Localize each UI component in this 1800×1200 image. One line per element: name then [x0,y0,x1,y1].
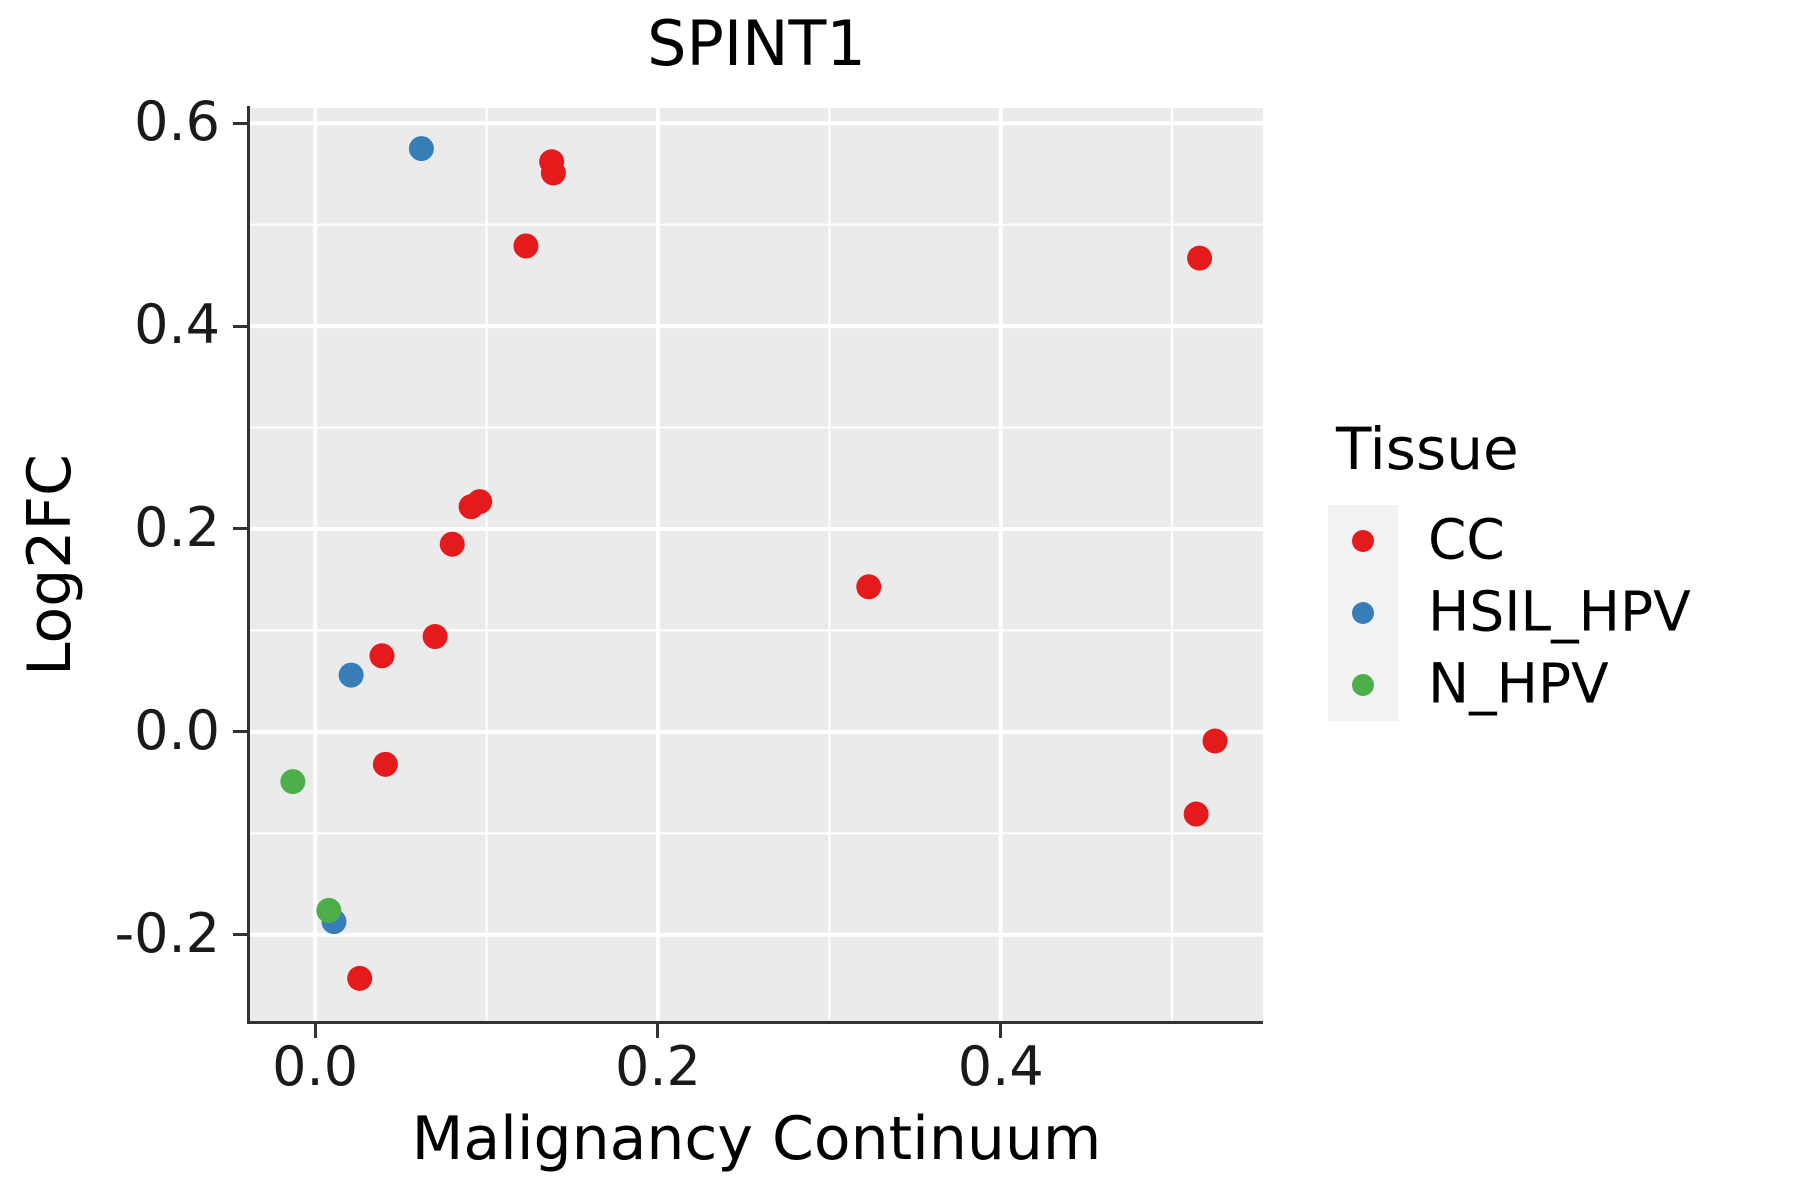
x-tick-label: 0.4 [957,1035,1044,1098]
y-tick [233,527,248,531]
y-tick [233,730,248,734]
plot-area [250,108,1263,1022]
data-point-N_HPV [316,897,342,923]
legend-item-HSIL_HPV: HSIL_HPV [1328,577,1778,649]
legend-title: Tissue [1336,415,1519,483]
legend-item-CC: CC [1328,505,1778,577]
legend-swatch-CC [1352,530,1374,552]
data-point-CC [856,574,882,600]
y-tick-label: 0.6 [134,90,220,154]
data-point-CC [369,643,395,669]
legend-swatch-N_HPV [1352,674,1374,696]
data-point-CC [347,965,373,991]
y-tick [233,324,248,328]
x-tick [656,1023,660,1038]
legend-label-CC: CC [1428,507,1505,572]
data-point-CC [540,160,566,186]
data-point-CC [439,531,465,557]
y-tick-label: -0.2 [114,901,220,965]
x-axis-line [246,1020,1263,1024]
data-point-HSIL_HPV [338,662,364,688]
legend-label-HSIL_HPV: HSIL_HPV [1428,579,1691,644]
data-point-CC [513,233,539,259]
y-tick-label: 0.4 [134,293,220,357]
legend-item-N_HPV: N_HPV [1328,649,1778,721]
x-tick-label: 0.0 [272,1035,359,1098]
chart-title: SPINT1 [647,7,866,80]
data-point-HSIL_HPV [408,136,434,162]
x-tick-label: 0.2 [614,1035,701,1098]
data-point-CC [1183,801,1209,827]
data-point-CC [372,751,398,777]
y-axis-line [246,106,250,1024]
x-tick [999,1023,1003,1038]
x-tick [313,1023,317,1038]
plot-panel [250,108,1263,1022]
y-axis-label: Log2FC [15,454,85,676]
data-point-CC [1187,245,1213,271]
y-tick [233,121,248,125]
data-point-N_HPV [280,769,306,795]
y-tick-label: 0.0 [134,698,220,762]
legend-label-N_HPV: N_HPV [1428,651,1609,716]
data-point-CC [422,624,448,650]
y-tick-label: 0.2 [134,495,220,559]
data-point-CC [458,494,484,520]
data-point-CC [1202,728,1228,754]
x-axis-label: Malignancy Continuum [411,1104,1102,1174]
legend-swatch-HSIL_HPV [1352,602,1374,624]
y-tick [233,933,248,937]
